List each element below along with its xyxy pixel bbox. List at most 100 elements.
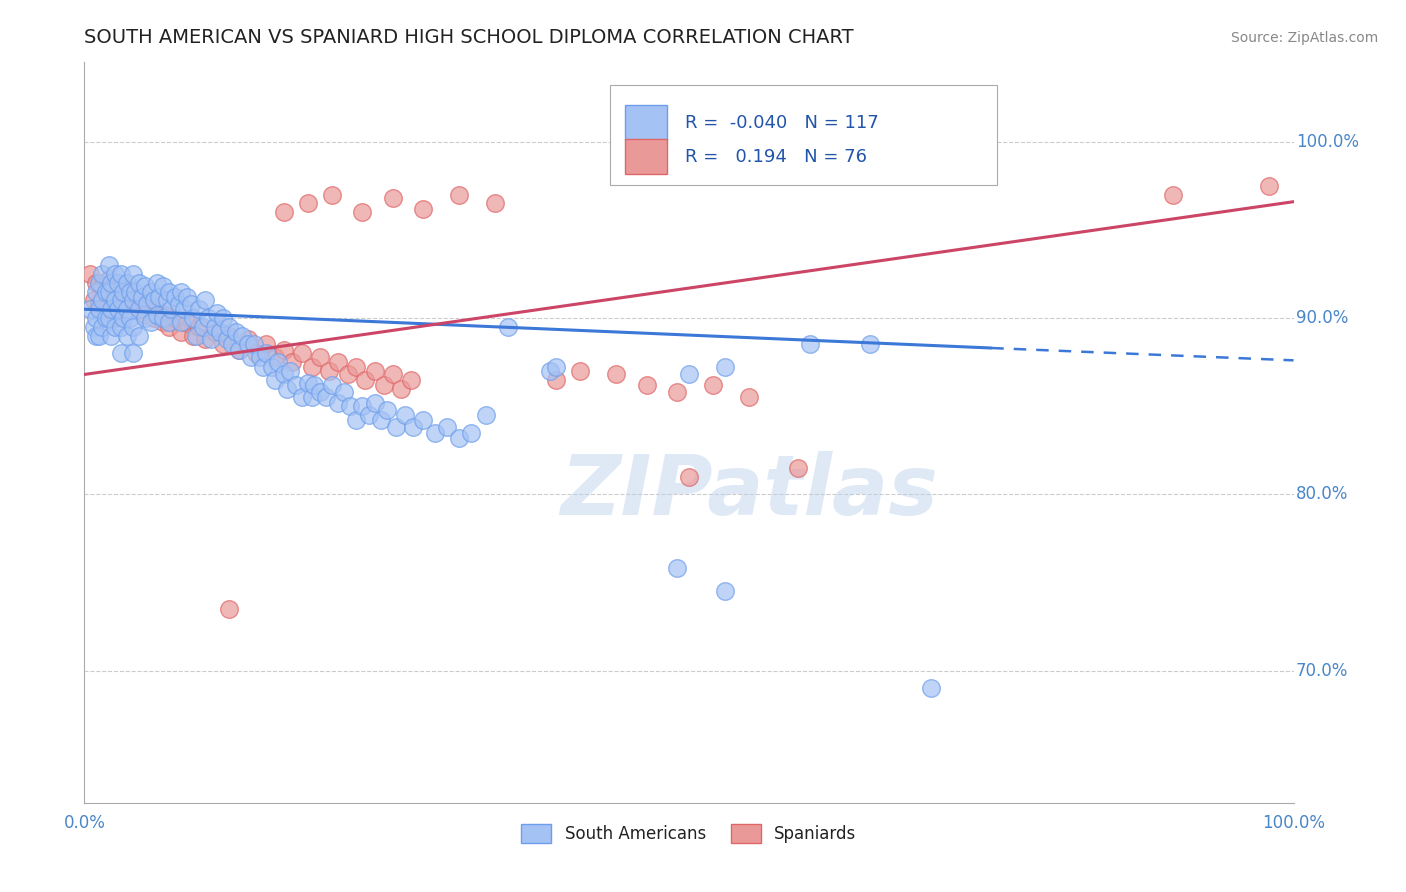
Point — [346, 413, 368, 427]
Point — [104, 319, 127, 334]
Point — [120, 311, 142, 326]
Point — [1258, 178, 1281, 193]
Text: 90.0%: 90.0% — [1296, 309, 1348, 327]
Point — [181, 311, 204, 326]
Point — [204, 319, 226, 334]
Point — [86, 328, 108, 343]
Point — [120, 285, 142, 299]
Point — [475, 408, 498, 422]
Point — [97, 272, 120, 286]
Point — [128, 302, 150, 317]
Point — [240, 350, 263, 364]
Point — [191, 319, 214, 334]
Point — [104, 293, 127, 308]
Point — [267, 355, 290, 369]
Point — [381, 191, 404, 205]
Point — [260, 360, 283, 375]
Point — [569, 364, 592, 378]
Point — [91, 293, 114, 308]
Point — [100, 328, 122, 343]
Point — [281, 355, 304, 369]
Point — [678, 368, 700, 382]
Point — [218, 319, 240, 334]
Point — [121, 297, 143, 311]
Point — [218, 602, 240, 616]
Point — [79, 267, 101, 281]
Point — [87, 297, 110, 311]
Point — [449, 431, 471, 445]
Point — [714, 584, 737, 599]
Point — [124, 285, 146, 299]
Point — [254, 337, 277, 351]
Point — [148, 290, 170, 304]
Point — [173, 302, 195, 317]
Point — [252, 360, 274, 375]
Point — [134, 311, 156, 326]
Point — [412, 413, 434, 427]
Point — [110, 279, 132, 293]
Point — [188, 302, 211, 317]
Text: Source: ZipAtlas.com: Source: ZipAtlas.com — [1230, 31, 1378, 45]
Point — [276, 382, 298, 396]
Point — [273, 343, 295, 357]
Point — [170, 314, 193, 328]
Point — [121, 346, 143, 360]
Point — [605, 368, 627, 382]
Point — [297, 196, 319, 211]
Point — [146, 308, 169, 322]
Point — [128, 276, 150, 290]
Point — [184, 328, 207, 343]
Point — [124, 290, 146, 304]
Point — [859, 337, 882, 351]
Point — [97, 258, 120, 272]
Point — [423, 425, 446, 440]
Point — [152, 279, 174, 293]
Point — [328, 395, 350, 409]
Point — [245, 346, 267, 360]
Point — [273, 205, 295, 219]
Point — [134, 308, 156, 322]
Point — [301, 390, 323, 404]
Point — [157, 285, 180, 299]
Point — [200, 332, 222, 346]
Point — [254, 346, 277, 360]
Point — [107, 276, 129, 290]
Point — [799, 337, 821, 351]
Point — [215, 332, 238, 346]
Point — [544, 373, 567, 387]
Point — [302, 378, 325, 392]
Point — [134, 279, 156, 293]
Point — [188, 319, 211, 334]
Point — [115, 297, 138, 311]
Point — [121, 319, 143, 334]
Point — [131, 293, 153, 308]
Point — [363, 395, 385, 409]
Point — [104, 290, 127, 304]
Point — [225, 325, 247, 339]
Point — [121, 267, 143, 281]
Point — [399, 373, 422, 387]
Point — [110, 293, 132, 308]
Point — [121, 293, 143, 308]
Point — [339, 399, 361, 413]
Point — [87, 328, 110, 343]
Point — [91, 279, 114, 293]
Point — [544, 360, 567, 375]
Point — [152, 311, 174, 326]
Point — [97, 297, 120, 311]
Text: ZIPatlas: ZIPatlas — [561, 451, 938, 533]
Bar — [624, 139, 668, 174]
Point — [264, 350, 287, 364]
Point — [86, 285, 108, 299]
Point — [131, 290, 153, 304]
Point — [87, 276, 110, 290]
Point — [143, 293, 166, 308]
Point — [363, 364, 385, 378]
Point — [373, 378, 395, 392]
Point — [702, 378, 724, 392]
Point — [115, 302, 138, 317]
Point — [786, 461, 808, 475]
Point — [87, 302, 110, 317]
Point — [97, 285, 120, 299]
Point — [97, 311, 120, 326]
